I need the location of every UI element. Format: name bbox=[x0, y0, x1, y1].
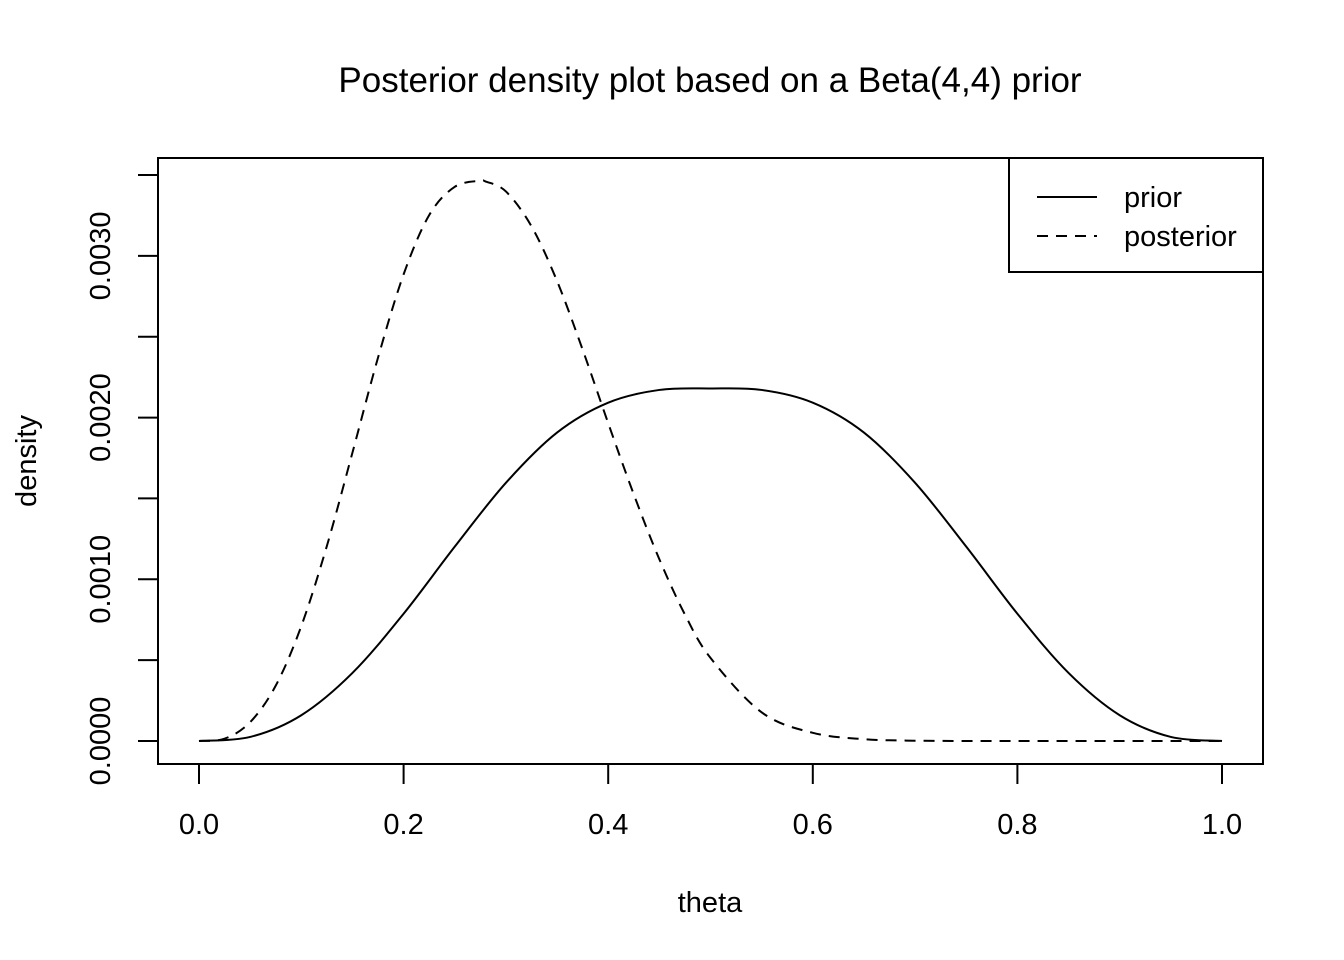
series-layer bbox=[198, 179, 1223, 743]
series-line-posterior bbox=[198, 179, 1222, 743]
y-axis: 0.0000 0.0010 0.0020 0.0030 bbox=[85, 174, 159, 786]
x-tick-label: 0.0 bbox=[179, 809, 219, 841]
x-tick-label: 1.0 bbox=[1202, 809, 1242, 841]
x-tick-label: 0.4 bbox=[588, 809, 628, 841]
x-tick-label: 0.6 bbox=[793, 809, 833, 841]
y-tick-label: 0.0020 bbox=[85, 373, 117, 462]
x-tick-label: 0.2 bbox=[383, 809, 423, 841]
x-axis-label: theta bbox=[678, 887, 743, 919]
y-axis-label: density bbox=[11, 415, 43, 507]
x-axis: 0.0 0.2 0.4 0.6 0.8 1.0 bbox=[179, 763, 1242, 841]
series-line-prior bbox=[198, 387, 1223, 742]
legend-box bbox=[1008, 157, 1264, 273]
y-tick-label: 0.0010 bbox=[85, 535, 117, 624]
legend-label-prior: prior bbox=[1124, 182, 1182, 214]
legend: prior posterior bbox=[1008, 157, 1264, 273]
y-tick-label: 0.0030 bbox=[85, 212, 117, 301]
y-tick-label: 0.0000 bbox=[85, 697, 117, 786]
x-tick-label: 0.8 bbox=[997, 809, 1037, 841]
legend-label-posterior: posterior bbox=[1124, 221, 1237, 253]
chart-title: Posterior density plot based on a Beta(4… bbox=[338, 61, 1082, 100]
